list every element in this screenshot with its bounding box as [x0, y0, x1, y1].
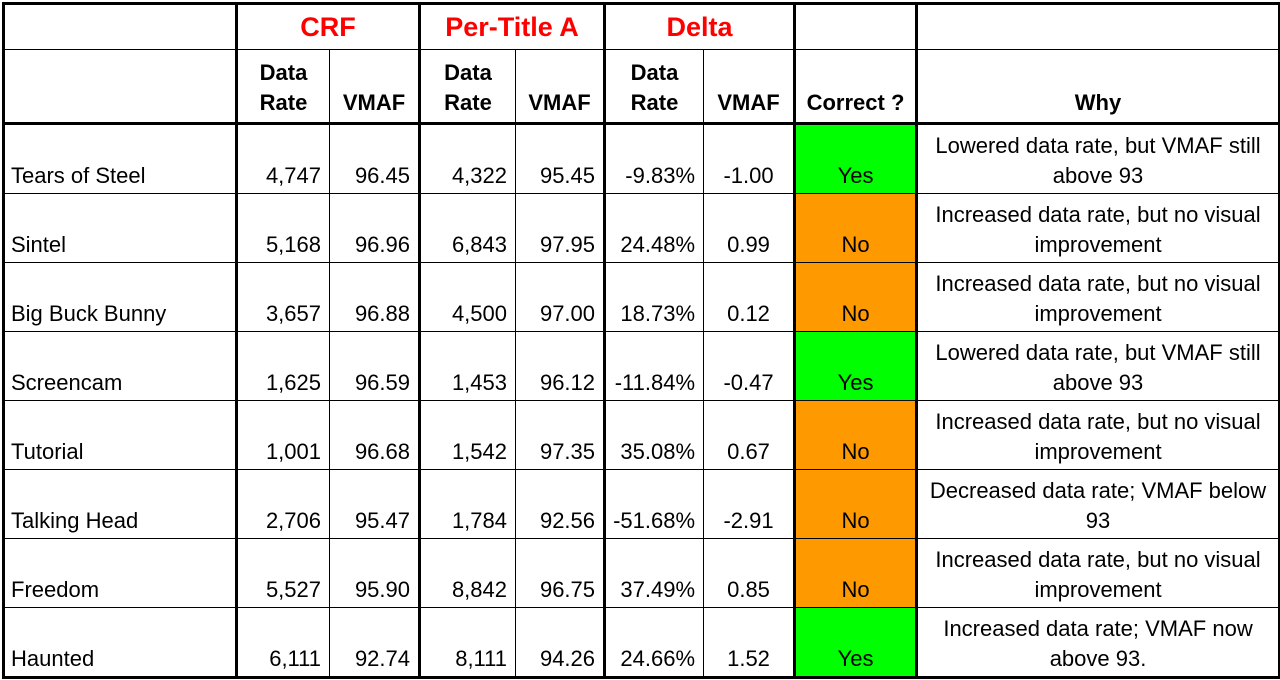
cell-correct: No: [793, 400, 918, 470]
cell-delta-vmaf: 0.12: [703, 262, 796, 332]
group-header-correct-blank: [793, 2, 918, 50]
sub-header-title-blank: [2, 49, 237, 125]
cell-why: Increased data rate; VMAF now above 93.: [915, 607, 1280, 679]
cell-crf-vmaf: 95.90: [329, 538, 420, 608]
sub-header-delta-vmaf: VMAF: [703, 49, 796, 125]
cell-crf-vmaf: 96.45: [329, 123, 420, 194]
cell-correct: No: [793, 193, 918, 263]
group-header-crf: CRF: [235, 2, 420, 50]
cell-why: Lowered data rate, but VMAF still above …: [915, 331, 1280, 401]
cell-delta-vmaf: 0.85: [703, 538, 796, 608]
cell-why: Increased data rate, but no visual impro…: [915, 400, 1280, 470]
cell-per-title-vmaf: 97.95: [514, 193, 606, 263]
cell-correct: No: [793, 538, 918, 608]
header-corner: [2, 2, 237, 50]
cell-delta-vmaf: -0.47: [703, 331, 796, 401]
table-row: Tutorial 1,001 96.68 1,542 97.35 35.08% 0.67 No…: [2, 400, 1280, 470]
cell-crf-vmaf: 95.47: [329, 469, 420, 539]
sub-header-pt-vmaf: VMAF: [514, 49, 606, 125]
cell-crf-data-rate: 3,657: [235, 262, 330, 332]
cell-delta-vmaf: 0.99: [703, 193, 796, 263]
cell-crf-data-rate: 5,527: [235, 538, 330, 608]
cell-per-title-vmaf: 94.26: [514, 607, 606, 679]
cell-crf-data-rate: 4,747: [235, 123, 330, 194]
cell-delta-data-rate: 35.08%: [603, 400, 705, 470]
cell-delta-data-rate: -11.84%: [603, 331, 705, 401]
cell-per-title-data-rate: 6,843: [418, 193, 516, 263]
sub-header-pt-data-rate: Data Rate: [418, 49, 516, 125]
cell-crf-vmaf: 96.88: [329, 262, 420, 332]
cell-per-title-vmaf: 92.56: [514, 469, 606, 539]
table-row: Screencam 1,625 96.59 1,453 96.12 -11.84% -0.4…: [2, 331, 1280, 401]
cell-delta-data-rate: 18.73%: [603, 262, 705, 332]
sub-header-correct: Correct ?: [793, 49, 918, 125]
cell-why: Increased data rate, but no visual impro…: [915, 262, 1280, 332]
table-row: Sintel 5,168 96.96 6,843 97.95 24.48% 0.99 No In…: [2, 193, 1280, 263]
group-header-delta: Delta: [603, 2, 796, 50]
cell-delta-data-rate: 24.66%: [603, 607, 705, 679]
row-title: Haunted: [2, 607, 237, 679]
cell-correct: No: [793, 469, 918, 539]
cell-why: Decreased data rate; VMAF below 93: [915, 469, 1280, 539]
row-title: Tutorial: [2, 400, 237, 470]
group-header-row: CRF Per-Title A Delta: [2, 2, 1280, 50]
row-title: Talking Head: [2, 469, 237, 539]
row-title: Screencam: [2, 331, 237, 401]
row-title: Sintel: [2, 193, 237, 263]
cell-per-title-data-rate: 4,322: [418, 123, 516, 194]
cell-per-title-data-rate: 4,500: [418, 262, 516, 332]
cell-crf-vmaf: 96.96: [329, 193, 420, 263]
cell-crf-data-rate: 6,111: [235, 607, 330, 679]
cell-per-title-data-rate: 8,842: [418, 538, 516, 608]
sub-header-crf-vmaf: VMAF: [329, 49, 420, 125]
cell-per-title-vmaf: 95.45: [514, 123, 606, 194]
cell-why: Increased data rate, but no visual impro…: [915, 193, 1280, 263]
table-row: Haunted 6,111 92.74 8,111 94.26 24.66% 1.52 Yes…: [2, 607, 1280, 679]
cell-crf-vmaf: 96.68: [329, 400, 420, 470]
sub-header-row: Data Rate VMAF Data Rate VMAF Data Rate …: [2, 49, 1280, 125]
table-row: Freedom 5,527 95.90 8,842 96.75 37.49% 0.85 No I…: [2, 538, 1280, 608]
sub-header-delta-data-rate: Data Rate: [603, 49, 705, 125]
cell-crf-data-rate: 2,706: [235, 469, 330, 539]
cell-correct: Yes: [793, 123, 918, 194]
cell-delta-data-rate: 37.49%: [603, 538, 705, 608]
cell-crf-data-rate: 1,001: [235, 400, 330, 470]
cell-delta-vmaf: 0.67: [703, 400, 796, 470]
cell-delta-data-rate: -51.68%: [603, 469, 705, 539]
cell-crf-vmaf: 92.74: [329, 607, 420, 679]
cell-per-title-data-rate: 8,111: [418, 607, 516, 679]
cell-crf-vmaf: 96.59: [329, 331, 420, 401]
cell-correct: Yes: [793, 331, 918, 401]
cell-why: Increased data rate, but no visual impro…: [915, 538, 1280, 608]
cell-delta-data-rate: 24.48%: [603, 193, 705, 263]
row-title: Big Buck Bunny: [2, 262, 237, 332]
cell-per-title-vmaf: 96.12: [514, 331, 606, 401]
cell-per-title-vmaf: 97.00: [514, 262, 606, 332]
cell-crf-data-rate: 5,168: [235, 193, 330, 263]
cell-delta-data-rate: -9.83%: [603, 123, 705, 194]
sub-header-crf-data-rate: Data Rate: [235, 49, 330, 125]
cell-correct: Yes: [793, 607, 918, 679]
group-header-per-title: Per-Title A: [417, 2, 606, 50]
cell-per-title-data-rate: 1,542: [418, 400, 516, 470]
cell-per-title-vmaf: 97.35: [514, 400, 606, 470]
row-title: Freedom: [2, 538, 237, 608]
cell-delta-vmaf: -2.91: [703, 469, 796, 539]
cell-why: Lowered data rate, but VMAF still above …: [915, 123, 1280, 194]
group-header-why-blank: [915, 2, 1280, 50]
cell-delta-vmaf: -1.00: [703, 123, 796, 194]
table-row: Talking Head 2,706 95.47 1,784 92.56 -51.68% -…: [2, 469, 1280, 539]
cell-correct: No: [793, 262, 918, 332]
cell-delta-vmaf: 1.52: [703, 607, 796, 679]
sub-header-why: Why: [915, 49, 1280, 125]
row-title: Tears of Steel: [2, 123, 237, 194]
cell-per-title-data-rate: 1,453: [418, 331, 516, 401]
table-row: Tears of Steel 4,747 96.45 4,322 95.45 -9.83%…: [2, 123, 1280, 194]
cell-per-title-vmaf: 96.75: [514, 538, 606, 608]
table-row: Big Buck Bunny 3,657 96.88 4,500 97.00 18.73%…: [2, 262, 1280, 332]
cell-crf-data-rate: 1,625: [235, 331, 330, 401]
cell-per-title-data-rate: 1,784: [418, 469, 516, 539]
